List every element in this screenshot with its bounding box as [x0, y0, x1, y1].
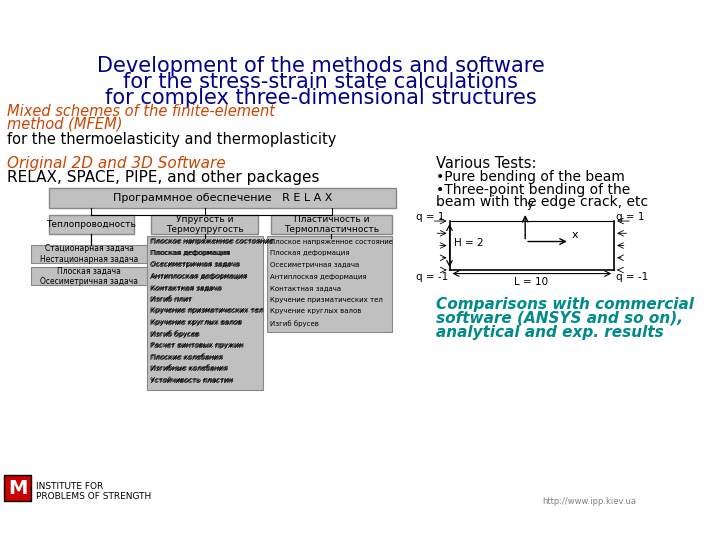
Text: RELAX, SPACE, PIPE, and other packages: RELAX, SPACE, PIPE, and other packages: [7, 170, 320, 185]
FancyBboxPatch shape: [147, 236, 263, 390]
FancyBboxPatch shape: [267, 236, 392, 332]
Text: beam with the edge crack, etc: beam with the edge crack, etc: [436, 195, 648, 209]
Text: •Three-point bending of the: •Three-point bending of the: [436, 183, 631, 197]
Text: Антиплоская деформация: Антиплоская деформация: [150, 274, 246, 280]
Text: q = 1: q = 1: [415, 212, 444, 221]
Text: method (MFEM): method (MFEM): [7, 117, 122, 132]
Text: •Pure bending of the beam: •Pure bending of the beam: [436, 170, 625, 184]
Text: M: M: [8, 478, 27, 497]
FancyBboxPatch shape: [271, 215, 392, 234]
Text: Расчет винтовых пружин: Расчет винтовых пружин: [151, 342, 244, 348]
Text: H = 2: H = 2: [454, 238, 484, 248]
FancyBboxPatch shape: [4, 475, 31, 502]
Text: y: y: [527, 200, 534, 211]
Text: Устойчивость пластин: Устойчивость пластин: [150, 377, 232, 384]
Text: analytical and exp. results: analytical and exp. results: [436, 325, 664, 340]
Text: Кручение круглых валов: Кручение круглых валов: [150, 320, 241, 326]
Text: Плоское напряженное состояние: Плоское напряженное состояние: [150, 239, 273, 245]
Text: Изгибные колебания: Изгибные колебания: [151, 365, 228, 371]
Text: http://www.ipp.kiev.ua: http://www.ipp.kiev.ua: [542, 497, 636, 506]
Text: Контактная задача: Контактная задача: [151, 284, 222, 290]
Text: INSTITUTE FOR
PROBLEMS OF STRENGTH: INSTITUTE FOR PROBLEMS OF STRENGTH: [35, 482, 151, 501]
Text: Изгиб брусев: Изгиб брусев: [150, 332, 199, 338]
Text: Плоская деформация: Плоская деформация: [151, 249, 231, 255]
Text: L = 10: L = 10: [514, 277, 549, 287]
FancyBboxPatch shape: [151, 215, 258, 234]
Text: Плоская задача
Осесиметричная задача: Плоская задача Осесиметричная задача: [40, 267, 138, 286]
Text: Осесиметричная задача: Осесиметричная задача: [151, 261, 240, 267]
Text: Изгиб брусев: Изгиб брусев: [151, 330, 200, 338]
Text: Плоское напряженное состояние: Плоское напряженное состояние: [151, 238, 274, 244]
Text: Кручение призматических тел: Кручение призматических тел: [150, 308, 262, 314]
Text: Кручение круглых валов: Кручение круглых валов: [270, 308, 361, 314]
Text: Плоские колебания: Плоские колебания: [151, 354, 223, 360]
Text: Плоское напряженное состояние: Плоское напряженное состояние: [270, 239, 392, 245]
Text: Кручение круглых валов: Кручение круглых валов: [151, 319, 243, 325]
FancyBboxPatch shape: [49, 188, 396, 208]
Text: Программное обеспечение   R E L A X: Программное обеспечение R E L A X: [113, 193, 332, 203]
Text: for complex three-dimensional structures: for complex three-dimensional structures: [104, 89, 536, 109]
FancyBboxPatch shape: [31, 267, 147, 285]
Text: Антиплоская деформация: Антиплоская деформация: [270, 274, 366, 280]
Text: for the stress-strain state calculations: for the stress-strain state calculations: [123, 72, 518, 92]
Text: Original 2D and 3D Software: Original 2D and 3D Software: [7, 156, 226, 171]
Text: Mixed schemes of the finite-element: Mixed schemes of the finite-element: [7, 104, 275, 119]
Text: Various Tests:: Various Tests:: [436, 156, 536, 171]
Text: Расчет винтовых пружин: Расчет винтовых пружин: [150, 343, 243, 349]
FancyBboxPatch shape: [49, 215, 133, 234]
Text: Изгибные колебания: Изгибные колебания: [150, 366, 227, 372]
Text: q = -1: q = -1: [415, 272, 448, 282]
Text: Осесиметричная задача: Осесиметричная задача: [150, 262, 239, 268]
Text: Изгиб плит: Изгиб плит: [151, 296, 193, 302]
Text: Плоская деформация: Плоская деформация: [150, 251, 229, 256]
Text: Плоские колебания: Плоские колебания: [150, 355, 222, 361]
Text: Теплопроводность: Теплопроводность: [46, 220, 136, 229]
FancyBboxPatch shape: [31, 245, 147, 263]
Text: x: x: [572, 230, 578, 240]
Text: Осесиметричная задача: Осесиметричная задача: [270, 262, 359, 268]
Text: Кручение призматических тел: Кручение призматических тел: [270, 296, 382, 303]
Text: Кручение призматических тел: Кручение призматических тел: [151, 307, 264, 313]
Text: q = -1: q = -1: [616, 272, 648, 282]
Text: Упругость и
Термоупругость: Упругость и Термоупругость: [166, 215, 243, 234]
Text: Устойчивость пластин: Устойчивость пластин: [151, 377, 234, 383]
Text: Контактная задача: Контактная задача: [150, 285, 220, 291]
Text: Development of the methods and software: Development of the methods and software: [96, 56, 544, 76]
Text: Изгиб брусев: Изгиб брусев: [270, 320, 318, 327]
Text: for the thermoelasticity and thermoplasticity: for the thermoelasticity and thermoplast…: [7, 132, 336, 147]
Text: Изгиб плит: Изгиб плит: [150, 296, 191, 303]
Text: Стационарная задача
Нестационарная задача: Стационарная задача Нестационарная задач…: [40, 244, 138, 264]
Text: Плоская деформация: Плоская деформация: [270, 251, 349, 256]
Text: Контактная задача: Контактная задача: [270, 285, 341, 291]
Text: q = 1: q = 1: [616, 212, 644, 221]
Text: Пластичность и
Термопластичность: Пластичность и Термопластичность: [284, 215, 379, 234]
Text: Comparisons with commercial: Comparisons with commercial: [436, 296, 694, 312]
Text: Антиплоская деформация: Антиплоская деформация: [151, 273, 248, 279]
Text: software (ANSYS and so on),: software (ANSYS and so on),: [436, 311, 683, 326]
